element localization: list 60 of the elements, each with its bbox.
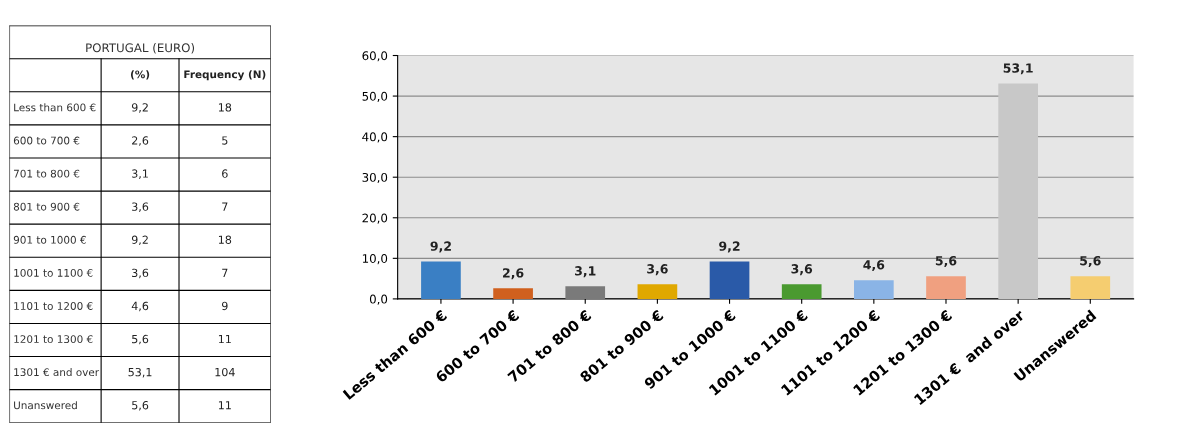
bar [781,284,822,299]
text: 1001 to 1100 € [14,268,93,277]
text: Frequency (N) [184,70,266,81]
text: Less than 600 € [14,103,96,112]
text: 104 [215,367,235,377]
text: 7 [222,202,228,211]
text: 600 to 700 € [13,136,80,145]
text: 9 [221,301,228,311]
data-label: 9,2 [719,241,740,253]
data-label: 5,6 [1080,255,1101,268]
text: (%) [130,70,150,80]
text: 5 [222,136,228,145]
bar [926,276,966,299]
data-label: 2,6 [503,268,524,280]
text: 1301 € and over [14,368,100,377]
y-tick-label: 30,0 [362,172,388,184]
data-label: 3,6 [791,264,813,276]
text: 1201 to 1300 € [14,335,93,344]
text: 9,2 [131,235,148,246]
y-tick-label: 10,0 [362,254,388,265]
text: PORTUGAL (EURO) [86,43,195,54]
data-label: 3,6 [647,264,668,276]
bar [1070,276,1111,299]
text: 1101 to 1200 € [14,302,93,310]
data-label: 5,6 [935,255,957,268]
text: 901 to 1000 € [13,235,86,244]
text: 18 [218,235,232,244]
text: 3,1 [132,169,148,179]
text: 11 [218,334,231,344]
text: 5,6 [132,401,149,411]
text: 9,2 [131,103,148,113]
text: 4,6 [131,301,149,312]
text: 53,1 [128,367,152,378]
text: 5,6 [132,334,149,345]
bar [637,284,678,299]
y-tick-label: 40,0 [362,132,388,143]
bar [565,286,606,299]
y-tick-label: 0,0 [369,294,388,305]
text: 18 [218,103,232,112]
text: 3,6 [132,268,149,279]
data-label: 53,1 [1003,63,1033,75]
data-label: 4,6 [863,260,885,272]
text: 6 [222,169,228,178]
text: 7 [222,268,228,277]
bar [421,261,461,299]
data-label: 3,1 [575,266,596,278]
text: 11 [218,401,231,410]
text: 701 to 800 € [14,169,80,178]
y-tick-label: 60,0 [362,51,388,62]
text: Unanswered [14,401,77,410]
y-tick-label: 50,0 [362,91,388,102]
y-tick-label: 20,0 [362,213,388,224]
bar [709,261,750,299]
bar [493,288,533,299]
text: 2,6 [132,136,149,146]
data-label: 9,2 [430,241,451,253]
bar [998,83,1038,299]
text: 801 to 900 € [13,202,80,211]
text: 3,6 [132,202,149,212]
bar [854,280,894,299]
